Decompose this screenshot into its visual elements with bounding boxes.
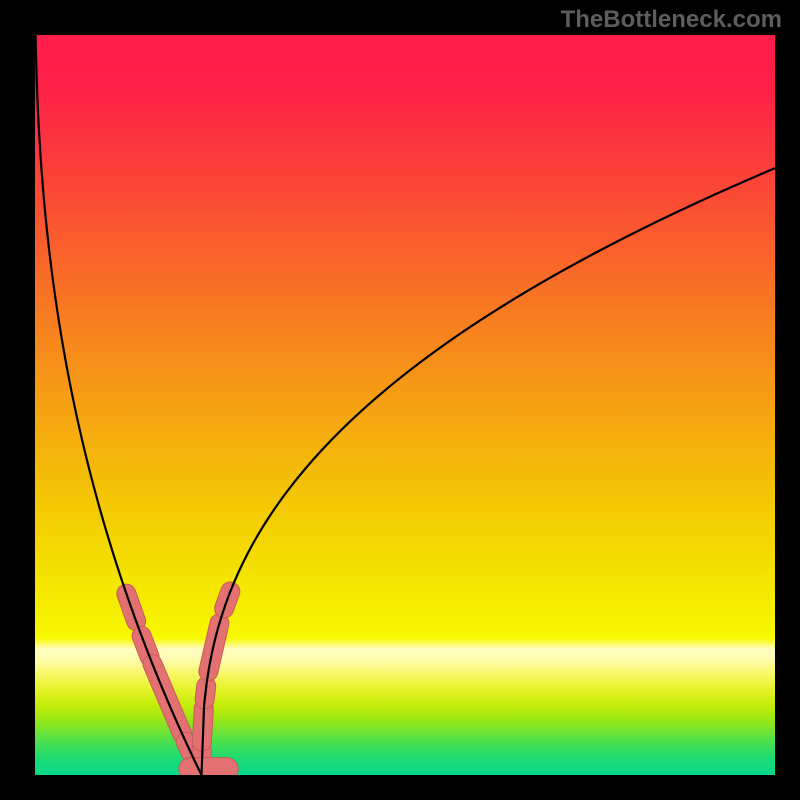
watermark-text: TheBottleneck.com: [561, 6, 782, 34]
chart-plot: [35, 35, 775, 775]
chart-frame: TheBottleneck.com: [0, 0, 800, 800]
